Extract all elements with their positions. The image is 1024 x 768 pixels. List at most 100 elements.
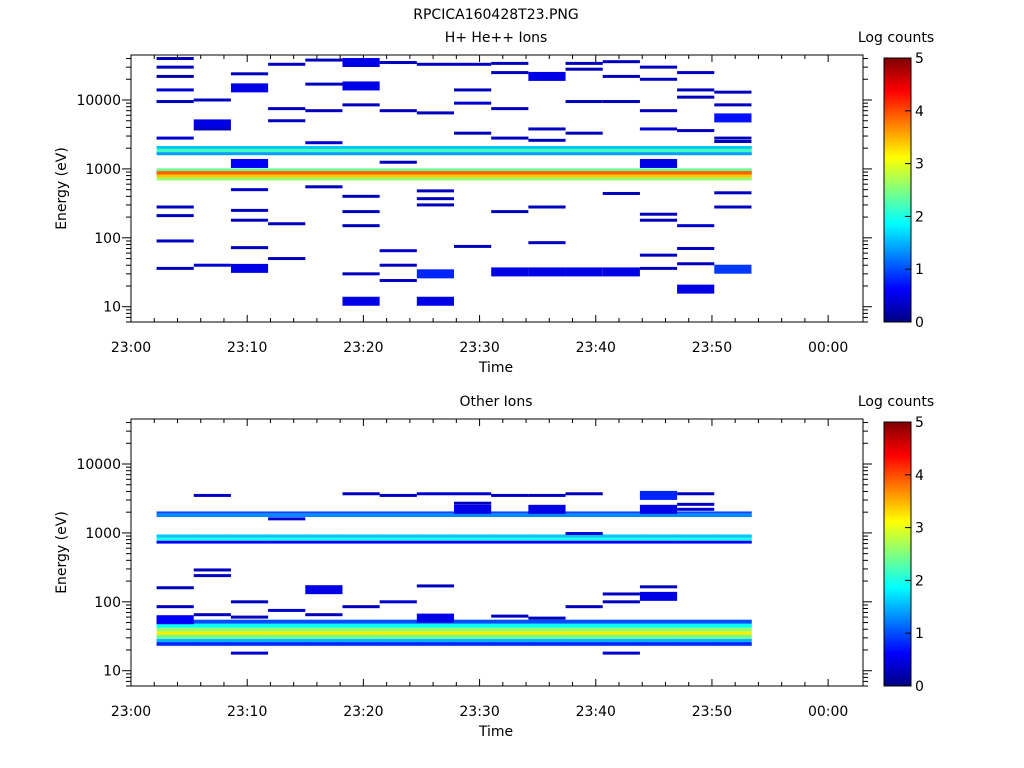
heatmap-cell	[379, 642, 418, 646]
heatmap-cell	[491, 107, 529, 111]
heatmap-cell	[565, 67, 603, 71]
colorbar-swatch	[884, 433, 911, 436]
colorbar-swatch	[884, 657, 911, 660]
colorbar-swatch	[884, 227, 911, 230]
colorbar-tick-label: 2	[915, 209, 924, 225]
heatmap-cell	[639, 152, 678, 156]
heatmap-cell	[156, 615, 194, 625]
colorbar-swatch	[884, 672, 911, 676]
colorbar-swatch	[884, 117, 911, 120]
colorbar-swatch	[884, 529, 911, 533]
heatmap-cell	[416, 631, 455, 635]
heatmap-cell	[305, 638, 343, 643]
heatmap-cell	[305, 537, 343, 541]
heatmap-cell	[342, 177, 380, 181]
heatmap-cell	[639, 642, 678, 646]
colorbar-swatch	[884, 146, 911, 149]
heatmap-cell	[602, 631, 641, 635]
colorbar-swatch	[884, 304, 911, 307]
heatmap-cell	[565, 171, 604, 175]
heatmap-cell	[268, 177, 306, 181]
heatmap-cell	[639, 146, 678, 149]
heatmap-cell	[193, 627, 232, 632]
heatmap-cell	[454, 131, 492, 135]
heatmap-cell	[379, 174, 418, 178]
heatmap-cell	[342, 148, 380, 153]
colorbar-swatch	[884, 639, 911, 643]
heatmap-cell	[565, 540, 604, 544]
heatmap-cell	[565, 642, 604, 646]
heatmap-cell	[677, 540, 715, 544]
heatmap-cell	[454, 513, 492, 518]
heatmap-cell	[677, 177, 715, 181]
colorbar-swatch	[884, 216, 911, 219]
heatmap-cell	[677, 511, 715, 514]
colorbar-swatch	[884, 514, 911, 517]
colorbar-swatch	[884, 631, 911, 634]
heatmap-cell	[639, 634, 678, 639]
colorbar-swatch	[884, 430, 911, 434]
colorbar-swatch	[884, 569, 911, 572]
heatmap-cell	[528, 127, 566, 131]
colorbar-swatch	[884, 306, 911, 310]
heatmap-cell	[156, 511, 195, 514]
heatmap-cell	[677, 129, 715, 133]
colorbar-swatch	[884, 507, 911, 511]
heatmap-cell	[416, 148, 455, 153]
heatmap-cell	[193, 127, 231, 131]
heatmap-cell	[342, 623, 380, 628]
heatmap-cell	[156, 239, 194, 243]
heatmap-cell	[156, 171, 195, 175]
colorbar-swatch	[884, 205, 911, 208]
heatmap-cell	[491, 627, 529, 632]
colorbar-swatch	[884, 163, 911, 167]
colorbar-tick-label: 3	[915, 521, 924, 537]
heatmap-cell	[528, 267, 566, 277]
colorbar-swatch	[884, 424, 911, 427]
colorbar-swatch	[884, 82, 911, 85]
heatmap-cell	[193, 148, 232, 153]
heatmap-cell	[491, 61, 529, 65]
heatmap-cell	[193, 638, 232, 643]
heatmap-cell	[305, 631, 343, 635]
colorbar-swatch	[884, 598, 911, 601]
heatmap-cell	[639, 266, 678, 270]
heatmap-cell	[230, 651, 269, 655]
heatmap-cell	[342, 605, 380, 609]
heatmap-cell	[528, 504, 566, 514]
heatmap-cell	[528, 534, 566, 538]
heatmap-cell	[193, 177, 232, 181]
heatmap-cell	[454, 62, 492, 66]
heatmap-cell	[639, 158, 678, 168]
heatmap-cell	[454, 152, 492, 156]
colorbar-swatch	[884, 650, 911, 654]
colorbar-swatch	[884, 510, 911, 513]
colorbar-swatch	[884, 613, 911, 616]
heatmap-cell	[379, 171, 418, 175]
heatmap-cell	[342, 146, 380, 149]
colorbar-tick-label: 1	[915, 262, 924, 278]
colorbar-swatch	[884, 538, 911, 542]
heatmap-cell	[602, 540, 641, 544]
colorbar-swatch	[884, 77, 911, 81]
colorbar-swatch	[884, 505, 911, 509]
heatmap-cell	[639, 253, 678, 257]
colorbar-tick-label: 2	[915, 573, 924, 589]
colorbar-swatch	[884, 251, 911, 255]
heatmap-cell	[379, 249, 417, 253]
colorbar-swatch	[884, 179, 911, 182]
colorbar-swatch	[884, 516, 911, 520]
heatmap-cell	[342, 210, 380, 214]
heatmap-cell	[342, 152, 380, 156]
heatmap-cell	[602, 619, 641, 624]
colorbar-swatch	[884, 518, 911, 522]
heatmap-cell	[528, 71, 566, 81]
colorbar-swatch	[884, 461, 911, 465]
colorbar-swatch	[884, 655, 911, 658]
colorbar-swatch	[884, 220, 911, 224]
colorbar-swatch	[884, 492, 911, 495]
heatmap-cell	[714, 623, 752, 628]
heatmap-cell	[565, 177, 604, 181]
heatmap-cell	[342, 513, 380, 518]
